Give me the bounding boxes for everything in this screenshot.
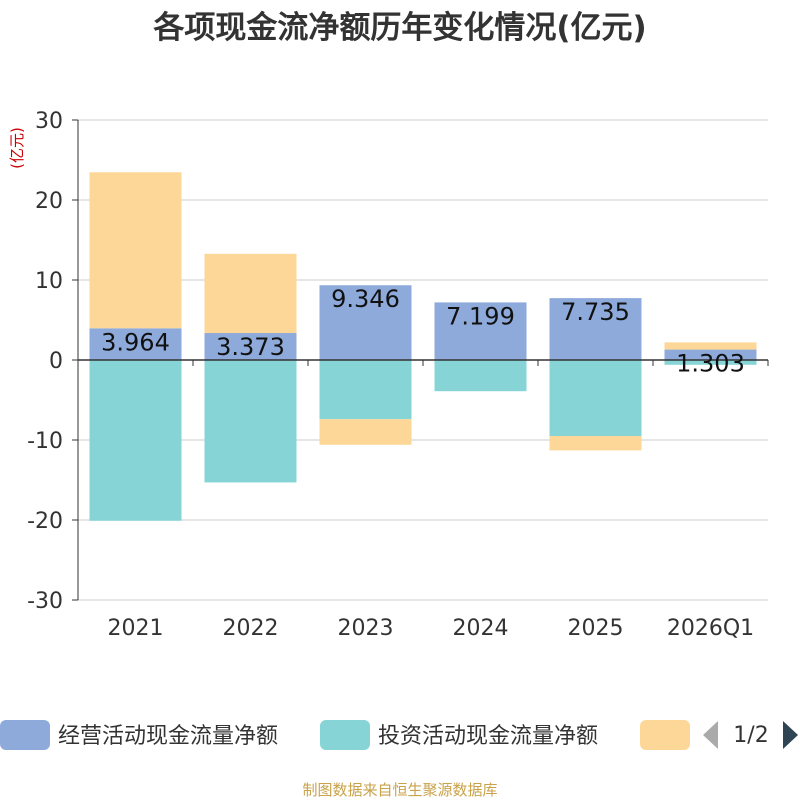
legend-next-icon[interactable] [783, 721, 798, 749]
x-tick-label: 2021 [108, 616, 164, 641]
bar-series-0-2023[interactable] [319, 285, 412, 360]
bar-series-0-2026Q1[interactable] [664, 349, 757, 360]
legend-swatch [320, 720, 370, 750]
y-axis-unit-label: (亿元) [8, 127, 26, 169]
y-tick-label: 10 [35, 269, 63, 294]
x-tick-label: 2025 [568, 616, 624, 641]
legend-swatch [640, 720, 690, 750]
x-tick-label: 2022 [223, 616, 279, 641]
legend: 经营活动现金流量净额 投资活动现金流量净额 1/2 [0, 720, 798, 750]
y-tick-label: 20 [35, 189, 63, 214]
data-label-2026Q1: 1.303 [676, 350, 745, 378]
legend-label: 投资活动现金流量净额 [378, 724, 598, 749]
legend-label: 经营活动现金流量净额 [58, 724, 278, 749]
footer-source: 制图数据来自恒生聚源数据库 [302, 781, 497, 799]
legend-item-1[interactable]: 投资活动现金流量净额 [320, 720, 598, 750]
y-tick-label: -20 [27, 509, 63, 534]
x-tick-label: 2026Q1 [667, 616, 754, 641]
bar-series-1-2026Q1[interactable] [664, 360, 757, 365]
bar-series-1-2022[interactable] [204, 360, 297, 483]
axes: 30 20 10 0 -10 -20 -30 2021 2022 2023 2024 2025 2026… [27, 109, 769, 641]
bar-series-0-2021[interactable] [89, 328, 182, 360]
bar-series-1-2023[interactable] [319, 360, 412, 420]
data-label-2021: 3.964 [101, 328, 170, 356]
bar-series-1-2021[interactable] [89, 360, 182, 521]
data-label-2022: 3.373 [216, 333, 285, 361]
bar-series-0-2025[interactable] [549, 298, 642, 360]
bar-series-2-2026Q1[interactable] [664, 342, 757, 350]
bar-series-2-2023[interactable] [319, 419, 412, 445]
legend-item-2[interactable] [640, 720, 690, 750]
data-label-2025: 7.735 [561, 298, 630, 326]
bar-series-2-2025[interactable] [549, 436, 642, 451]
bar-series-2-2021[interactable] [89, 172, 182, 329]
data-labels: 3.964 3.373 9.346 7.199 7.735 1.303 [101, 285, 745, 377]
x-tick-label: 2024 [453, 616, 509, 641]
y-tick-label: 30 [35, 109, 63, 134]
bar-series-0-2024[interactable] [434, 302, 527, 360]
bar-series-1-2024[interactable] [434, 360, 527, 392]
legend-swatch [0, 720, 50, 750]
y-tick-label: -30 [27, 589, 63, 614]
data-label-2023: 9.346 [331, 285, 400, 313]
legend-page-indicator: 1/2 [733, 723, 768, 748]
legend-item-0[interactable]: 经营活动现金流量净额 [0, 720, 278, 750]
data-label-2024: 7.199 [446, 302, 515, 330]
bar-series-1-2025[interactable] [549, 360, 642, 436]
bars [89, 172, 757, 521]
y-tick-label: 0 [49, 349, 63, 374]
legend-prev-icon[interactable] [703, 721, 718, 749]
x-tick-label: 2023 [338, 616, 394, 641]
bar-series-2-2022[interactable] [204, 253, 297, 334]
bar-series-0-2022[interactable] [204, 333, 297, 360]
chart-title: 各项现金流净额历年变化情况(亿元) [152, 10, 646, 46]
y-tick-label: -10 [27, 429, 63, 454]
